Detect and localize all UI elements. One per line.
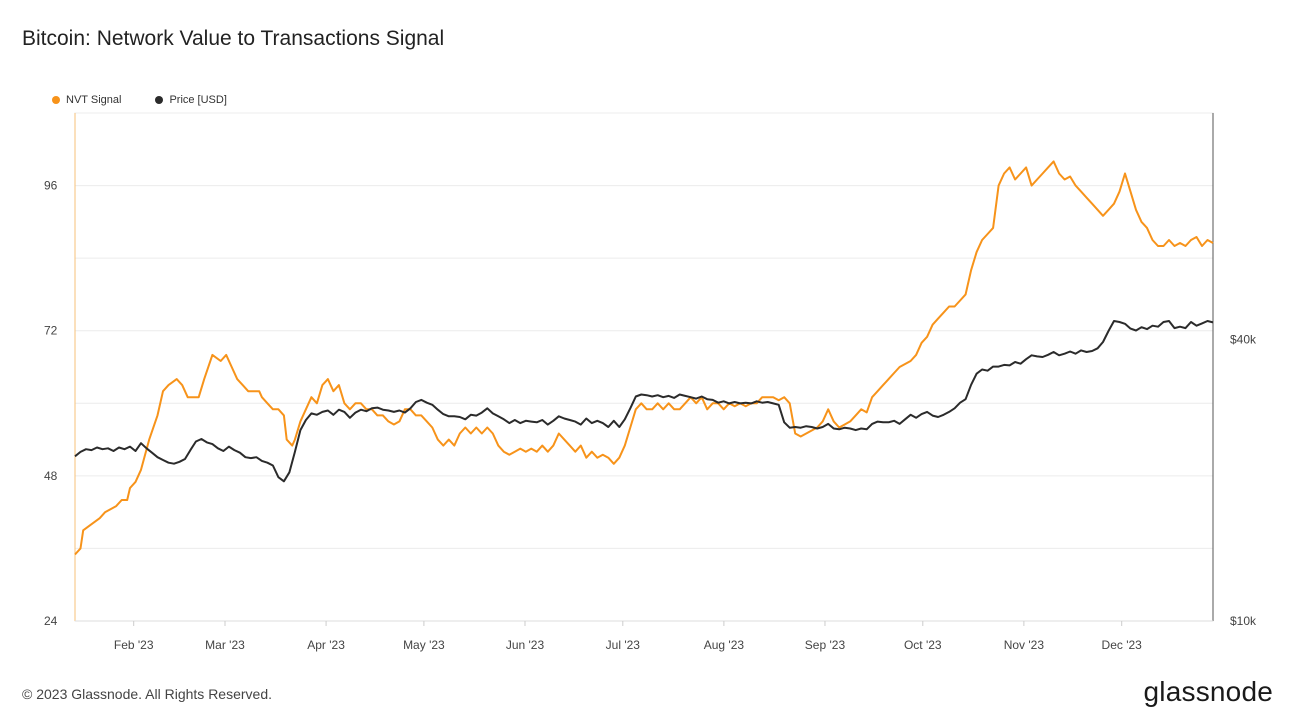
x-axis-tick-label: Apr '23 <box>307 638 345 652</box>
x-axis-tick-label: Mar '23 <box>205 638 245 652</box>
left-axis-tick-label: 24 <box>44 614 58 628</box>
chart-title: Bitcoin: Network Value to Transactions S… <box>22 27 445 50</box>
x-axis-tick-label: Oct '23 <box>904 638 942 652</box>
x-axis-tick-label: Nov '23 <box>1004 638 1045 652</box>
series-line-price-usd <box>74 320 1214 483</box>
legend-item-price-usd[interactable]: Price [USD] <box>155 94 227 106</box>
legend-item-nvt-signal[interactable]: NVT Signal <box>52 94 121 106</box>
right-axis-tick-label: $40k <box>1230 332 1257 346</box>
chart-legend: NVT Signal Price [USD] <box>52 94 227 106</box>
series-line-nvt-signal <box>74 160 1214 556</box>
legend-swatch-price-usd <box>155 96 164 104</box>
legend-swatch-nvt-signal <box>52 96 60 104</box>
left-axis-tick-label: 48 <box>44 469 58 483</box>
right-axis-tick-label: $10k <box>1230 614 1257 628</box>
legend-label-nvt-signal: NVT Signal <box>66 94 122 106</box>
x-axis-tick-label: Aug '23 <box>704 638 745 652</box>
x-axis-tick-label: May '23 <box>403 638 445 652</box>
legend-label-price-usd: Price [USD] <box>169 94 227 106</box>
x-axis-tick-label: Jul '23 <box>606 638 641 652</box>
left-axis-tick-label: 96 <box>44 179 58 193</box>
copyright-text: © 2023 Glassnode. All Rights Reserved. <box>22 686 273 702</box>
plot-frame <box>74 112 1214 622</box>
glassnode-logo: glassnode <box>1143 676 1273 707</box>
x-axis-tick-label: Sep '23 <box>805 638 846 652</box>
x-axis-tick-label: Feb '23 <box>114 638 154 652</box>
x-axis-tick-label: Dec '23 <box>1102 638 1143 652</box>
left-axis-tick-label: 72 <box>44 324 58 338</box>
x-axis-tick-label: Jun '23 <box>506 638 545 652</box>
